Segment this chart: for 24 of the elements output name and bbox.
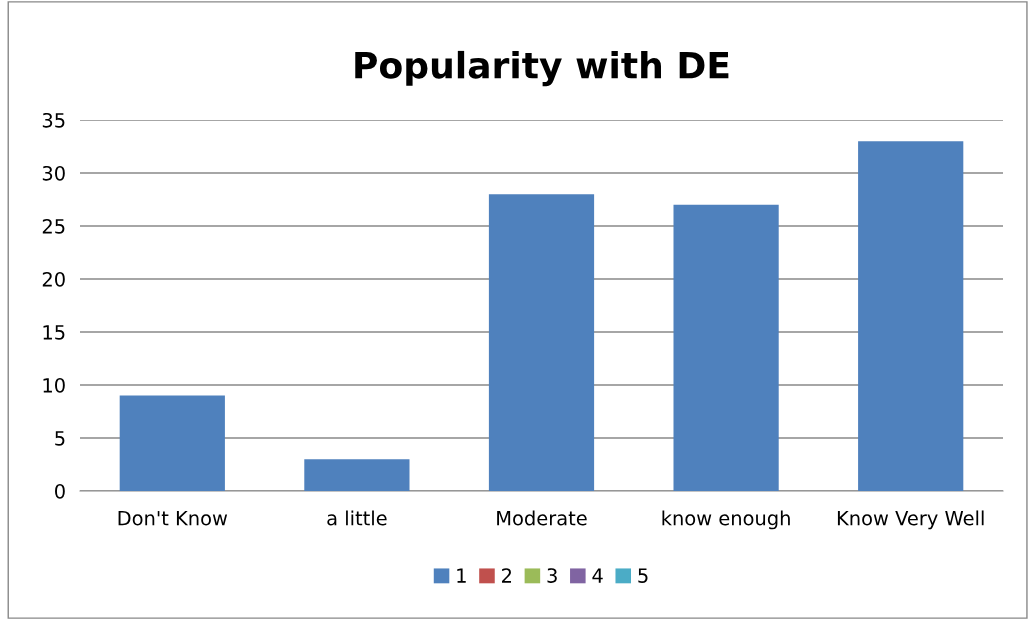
chart-title: Popularity with DE	[355, 50, 729, 87]
y-tick-label: 20	[42, 271, 65, 287]
y-tick-label: 25	[42, 218, 65, 234]
y-tick-label: 35	[42, 112, 65, 128]
y-tick-label: 10	[43, 377, 65, 393]
y-tick-label: 5	[55, 431, 65, 446]
bar	[858, 141, 964, 491]
legend-label: 5	[638, 568, 648, 583]
y-tick-label: 0	[55, 483, 65, 499]
legend-label: 3	[547, 568, 557, 583]
x-tick-label: a little	[327, 510, 387, 526]
bar	[119, 395, 225, 491]
bar	[304, 459, 410, 491]
x-tick-label: Moderate	[497, 510, 587, 526]
legend-label: 4	[592, 568, 603, 583]
legend-label: 2	[502, 568, 512, 583]
bar	[488, 194, 595, 491]
y-tick-label: 15	[43, 325, 65, 340]
bar	[673, 204, 779, 491]
legend-label: 1	[457, 568, 466, 583]
y-tick-label: 30	[42, 165, 65, 181]
x-tick-label: know enough	[662, 510, 790, 530]
x-tick-label: Know Very Well	[837, 510, 984, 530]
x-tick-label: Don't Know	[118, 511, 228, 526]
